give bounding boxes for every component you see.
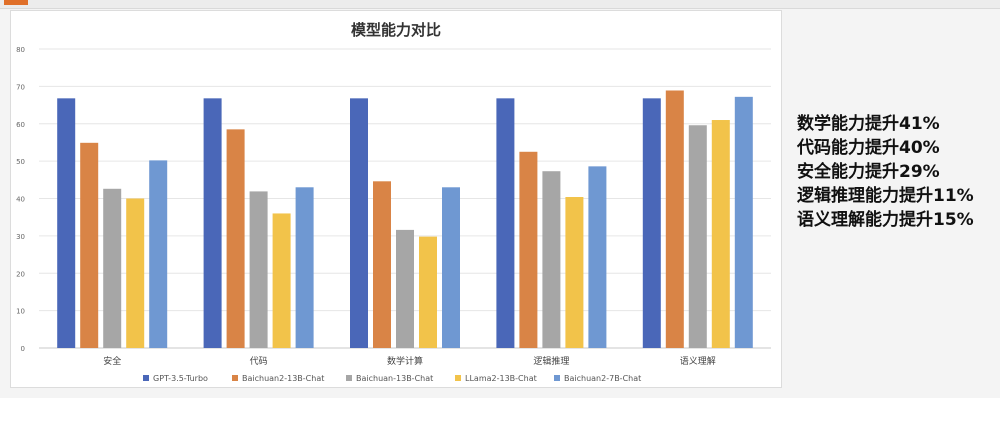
note-safety: 安全能力提升29% <box>797 162 940 182</box>
bar-0-0 <box>57 98 76 349</box>
x-tick-label: 数学计算 <box>387 355 423 367</box>
bar-2-1 <box>373 181 391 348</box>
bar-2-3 <box>419 236 437 348</box>
bar-3-4 <box>588 166 607 348</box>
bar-4-1 <box>665 90 684 348</box>
bar-2-4 <box>442 187 460 348</box>
legend-label-0: GPT-3.5-Turbo <box>153 374 208 383</box>
bar-1-3 <box>272 213 291 348</box>
legend-label-1: Baichuan2-13B-Chat <box>242 374 324 383</box>
bar-4-4 <box>734 96 753 348</box>
legend-label-2: Baichuan-13B-Chat <box>356 374 433 383</box>
bar-3-3 <box>565 197 584 348</box>
note-semantic: 语义理解能力提升15% <box>797 210 974 230</box>
note-math: 数学能力提升41% <box>797 114 940 134</box>
improvement-notes: 数学能力提升41% 代码能力提升40% 安全能力提升29% 逻辑推理能力提升11… <box>797 112 997 232</box>
bar-1-4 <box>295 187 314 348</box>
top-accent-mark <box>4 0 28 5</box>
legend-swatch-4 <box>554 375 560 381</box>
legend-swatch-1 <box>232 375 238 381</box>
y-tick-label: 60 <box>16 121 25 129</box>
y-tick-label: 50 <box>16 158 25 166</box>
legend-swatch-3 <box>455 375 461 381</box>
bar-2-0 <box>350 98 368 349</box>
top-strip <box>0 0 1000 9</box>
bar-0-3 <box>126 198 145 348</box>
bottom-band <box>0 398 1000 426</box>
bar-3-1 <box>519 151 538 348</box>
legend-swatch-2 <box>346 375 352 381</box>
bar-0-1 <box>80 142 99 348</box>
x-tick-label: 语义理解 <box>680 355 716 367</box>
chart-card: 模型能力对比 0 10 20 30 40 50 60 70 80 安全 代码 数学计算 逻辑推理 语义理解 G… <box>10 10 782 388</box>
legend-label-4: Baichuan2-7B-Chat <box>564 374 641 383</box>
note-reasoning: 逻辑推理能力提升11% <box>797 186 974 206</box>
y-tick-label: 10 <box>16 308 25 316</box>
bar-2-2 <box>396 229 414 348</box>
bar-0-2 <box>103 188 122 348</box>
chart-title: 模型能力对比 <box>351 21 441 39</box>
bar-4-0 <box>642 98 661 349</box>
bar-chart: 模型能力对比 0 10 20 30 40 50 60 70 80 安全 代码 数学计算 逻辑推理 语义理解 G… <box>16 21 771 383</box>
bar-4-3 <box>711 120 730 348</box>
y-tick-label: 20 <box>16 270 25 278</box>
x-tick-label: 安全 <box>103 355 121 367</box>
x-tick-label: 代码 <box>250 356 268 367</box>
bar-0-4 <box>149 160 168 348</box>
y-tick-label: 0 <box>21 345 25 353</box>
legend-swatch-0 <box>143 375 149 381</box>
y-tick-label: 40 <box>16 196 25 204</box>
bar-1-0 <box>203 98 222 349</box>
bar-1-2 <box>249 191 268 348</box>
legend-label-3: LLama2-13B-Chat <box>465 374 537 383</box>
y-tick-label: 80 <box>16 46 25 54</box>
bar-3-0 <box>496 98 515 349</box>
note-code: 代码能力提升40% <box>797 138 940 158</box>
bar-4-2 <box>688 125 707 349</box>
x-tick-label: 逻辑推理 <box>533 355 569 367</box>
y-tick-label: 70 <box>16 83 25 91</box>
bar-3-2 <box>542 171 561 348</box>
bar-1-1 <box>226 129 245 348</box>
y-tick-label: 30 <box>16 233 25 241</box>
